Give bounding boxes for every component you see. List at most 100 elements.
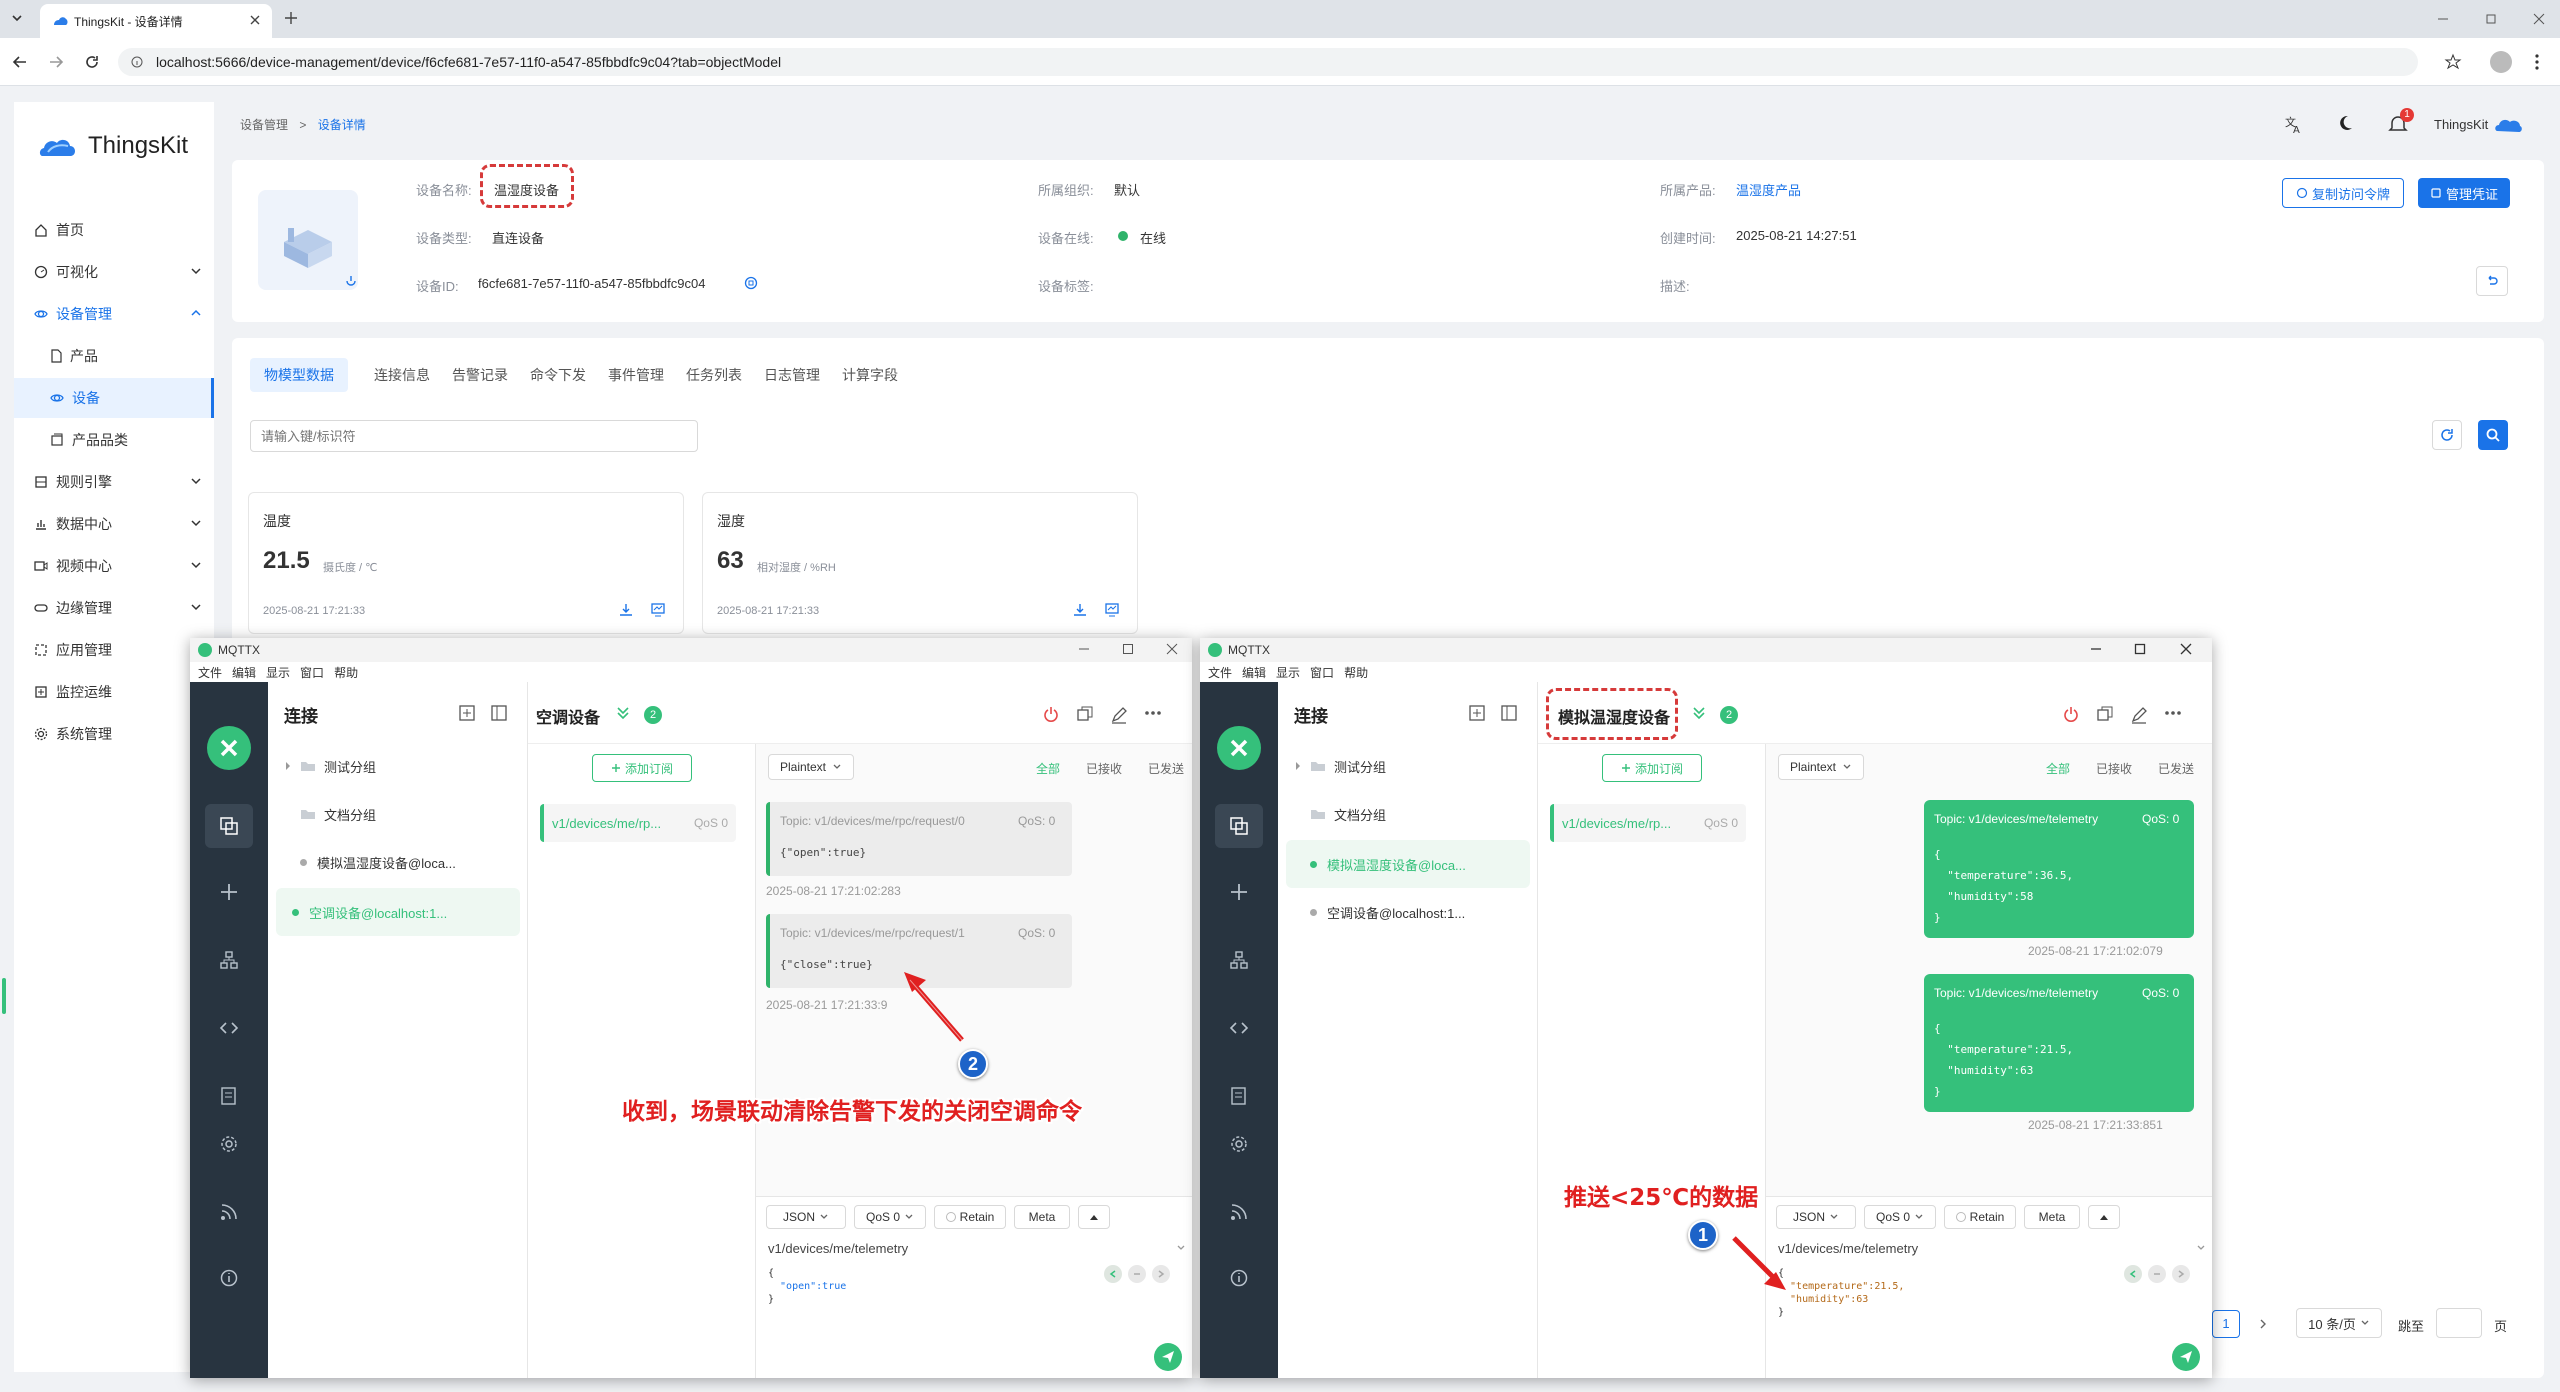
collapse-panel-icon[interactable]	[1500, 704, 1518, 722]
feed-rss-icon[interactable]	[219, 1202, 239, 1222]
history-prev-icon[interactable]	[1104, 1265, 1122, 1283]
tab-computed-fields[interactable]: 计算字段	[842, 367, 898, 383]
product-link[interactable]: 温湿度产品	[1736, 183, 1802, 198]
menu-window[interactable]: 窗口	[1310, 665, 1335, 680]
payload-format-select[interactable]: Plaintext	[768, 754, 854, 780]
download-icon[interactable]	[619, 603, 633, 617]
tab-event-management[interactable]: 事件管理	[608, 367, 664, 383]
chart-view-icon[interactable]	[1105, 603, 1119, 617]
tab-list-chevron-icon[interactable]	[10, 11, 24, 25]
chart-view-icon[interactable]	[651, 603, 665, 617]
connection-item-active[interactable]: 模拟温湿度设备@loca...	[1286, 840, 1530, 888]
disconnect-power-icon[interactable]	[2062, 706, 2080, 724]
menu-window[interactable]: 窗口	[300, 665, 325, 680]
connections-nav-icon[interactable]	[205, 804, 253, 848]
tab-task-list[interactable]: 任务列表	[686, 367, 742, 383]
sidebar-item-device-management[interactable]: 设备管理	[14, 294, 214, 334]
filter-received[interactable]: 已接收	[2096, 762, 2133, 776]
menu-view[interactable]: 显示	[1276, 665, 1301, 680]
publish-payload-editor[interactable]: { "open":true}	[768, 1267, 846, 1306]
copy-id-icon[interactable]	[744, 276, 758, 290]
send-message-button[interactable]	[2172, 1343, 2200, 1371]
bookmark-star-icon[interactable]	[2444, 53, 2462, 71]
chevron-down-icon[interactable]	[2196, 1243, 2206, 1253]
history-prev-icon[interactable]	[2124, 1265, 2142, 1283]
copy-connection-icon[interactable]	[2096, 706, 2114, 724]
mqttx-minimize-icon[interactable]	[1078, 643, 1090, 655]
subscription-item[interactable]: v1/devices/me/rp... QoS 0	[540, 804, 736, 842]
connections-nav-icon[interactable]	[1215, 804, 1263, 848]
sidebar-item-data-center[interactable]: 数据中心	[14, 504, 214, 544]
back-return-button[interactable]	[2476, 266, 2508, 296]
site-info-icon[interactable]	[130, 55, 144, 69]
copy-connection-icon[interactable]	[1076, 706, 1094, 724]
dark-mode-moon-icon[interactable]	[2336, 114, 2354, 132]
meta-button[interactable]: Meta	[1014, 1205, 1070, 1229]
mqttx-maximize-icon[interactable]	[1122, 643, 1134, 655]
menu-help[interactable]: 帮助	[1344, 665, 1369, 680]
forward-arrow-icon[interactable]	[48, 55, 64, 69]
connection-item[interactable]: 模拟温湿度设备@loca...	[300, 848, 456, 876]
connection-group[interactable]: 测试分组	[1294, 752, 1386, 780]
key-search-input[interactable]	[250, 420, 698, 452]
new-connection-plus-icon[interactable]	[1229, 882, 1249, 902]
window-restore-icon[interactable]	[2484, 12, 2498, 26]
add-subscription-button[interactable]: 添加订阅	[1602, 754, 1702, 782]
reload-icon[interactable]	[84, 54, 100, 70]
tab-connection-info[interactable]: 连接信息	[374, 367, 430, 383]
connection-group[interactable]: 测试分组	[284, 752, 376, 780]
url-field[interactable]: localhost:5666/device-management/device/…	[118, 48, 2418, 76]
connection-item-active[interactable]: 空调设备@localhost:1...	[276, 888, 520, 936]
script-code-icon[interactable]	[219, 1018, 239, 1038]
topology-icon[interactable]	[219, 950, 239, 970]
new-tab-icon[interactable]	[284, 11, 298, 25]
history-clear-icon[interactable]	[2148, 1265, 2166, 1283]
browser-tab[interactable]: ThingsKit - 设备详情	[40, 4, 272, 38]
tab-alarm-records[interactable]: 告警记录	[452, 367, 508, 383]
edit-pencil-icon[interactable]	[2130, 706, 2148, 724]
chevron-down-icon[interactable]	[1176, 1243, 1186, 1253]
new-window-icon[interactable]	[458, 704, 476, 722]
profile-avatar[interactable]	[2490, 51, 2512, 73]
history-next-icon[interactable]	[2172, 1265, 2190, 1283]
page-size-select[interactable]: 10 条/页	[2296, 1308, 2382, 1338]
sidebar-item-visualization[interactable]: 可视化	[14, 252, 214, 292]
meta-button[interactable]: Meta	[2024, 1205, 2080, 1229]
filter-all[interactable]: 全部	[1036, 762, 1061, 776]
breadcrumb-parent[interactable]: 设备管理	[240, 118, 289, 132]
subscription-item[interactable]: v1/devices/me/rp... QoS 0	[1550, 804, 1746, 842]
sidebar-item-home[interactable]: 首页	[14, 210, 214, 250]
payload-format-select[interactable]: Plaintext	[1778, 754, 1864, 780]
add-subscription-button[interactable]: 添加订阅	[592, 754, 692, 782]
download-icon[interactable]	[1073, 603, 1087, 617]
connection-group[interactable]: 文档分组	[1310, 800, 1386, 828]
filter-all[interactable]: 全部	[2046, 762, 2071, 776]
goto-page-input[interactable]	[2436, 1308, 2482, 1338]
window-minimize-icon[interactable]	[2436, 12, 2450, 26]
tab-log-management[interactable]: 日志管理	[764, 367, 820, 383]
menu-file[interactable]: 文件	[1208, 665, 1233, 680]
back-arrow-icon[interactable]	[12, 55, 28, 69]
side-scroll-indicator[interactable]	[2, 978, 6, 1014]
menu-view[interactable]: 显示	[266, 665, 291, 680]
menu-edit[interactable]: 编辑	[1242, 665, 1267, 680]
browser-menu-icon[interactable]	[2534, 52, 2540, 72]
more-options-icon[interactable]	[1144, 710, 1162, 716]
publish-topic[interactable]: v1/devices/me/telemetry	[1778, 1241, 1919, 1256]
connection-group[interactable]: 文档分组	[300, 800, 376, 828]
script-code-icon[interactable]	[1229, 1018, 1249, 1038]
user-name[interactable]: ThingsKit	[2434, 117, 2489, 132]
new-window-icon[interactable]	[1468, 704, 1486, 722]
publish-topic[interactable]: v1/devices/me/telemetry	[768, 1241, 909, 1256]
window-close-icon[interactable]	[2532, 12, 2546, 26]
sidebar-item-device[interactable]: 设备	[14, 378, 214, 418]
sidebar-item-app-management[interactable]: 应用管理	[14, 630, 214, 670]
log-doc-icon[interactable]	[1229, 1086, 1249, 1106]
mqttx-minimize-icon[interactable]	[2090, 643, 2102, 655]
sidebar-item-product[interactable]: 产品	[14, 336, 214, 376]
publish-payload-editor[interactable]: { "temperature":21.5, "humidity":63}	[1778, 1267, 1904, 1319]
settings-gear-icon[interactable]	[1229, 1134, 1249, 1154]
filter-received[interactable]: 已接收	[1086, 762, 1123, 776]
copy-access-token-button[interactable]: 复制访问令牌	[2282, 178, 2404, 208]
